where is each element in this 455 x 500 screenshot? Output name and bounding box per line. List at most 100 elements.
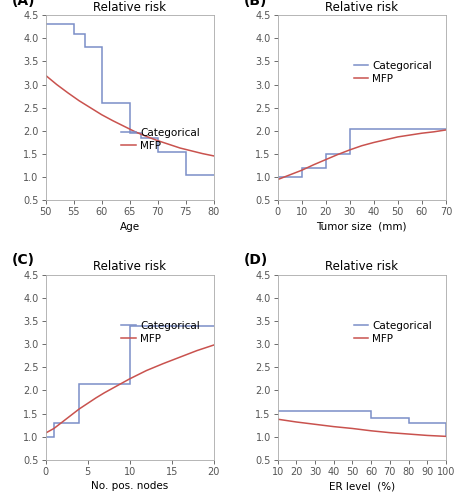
Categorical — [369, 408, 374, 414]
Categorical — [323, 165, 329, 171]
Categorical — [71, 30, 76, 36]
Categorical — [406, 416, 411, 422]
MFP — [144, 134, 149, 140]
Categorical — [43, 434, 48, 440]
Line: MFP: MFP — [278, 130, 446, 180]
Title: Relative risk: Relative risk — [325, 260, 398, 274]
Categorical — [138, 130, 144, 136]
MFP — [132, 129, 138, 135]
MFP — [194, 348, 200, 354]
MFP — [54, 82, 60, 87]
MFP — [425, 432, 430, 438]
Legend: Categorical, MFP: Categorical, MFP — [121, 320, 200, 344]
MFP — [65, 90, 71, 96]
MFP — [406, 431, 411, 437]
MFP — [311, 162, 316, 168]
MFP — [312, 422, 318, 428]
MFP — [395, 134, 400, 140]
Title: Relative risk: Relative risk — [93, 260, 166, 274]
Categorical — [51, 434, 56, 440]
Categorical — [82, 30, 87, 36]
Categorical — [211, 322, 217, 328]
Text: (D): (D) — [244, 253, 268, 267]
Categorical — [51, 420, 56, 426]
MFP — [177, 354, 183, 360]
Categorical — [155, 148, 160, 154]
Title: Relative risk: Relative risk — [93, 1, 166, 14]
Categorical — [138, 135, 144, 141]
Categorical — [127, 100, 132, 106]
MFP — [299, 168, 304, 173]
MFP — [101, 390, 107, 396]
Categorical — [71, 22, 76, 28]
Line: MFP: MFP — [46, 345, 214, 433]
MFP — [161, 360, 166, 366]
Categorical — [82, 44, 87, 51]
Categorical — [127, 380, 132, 386]
MFP — [88, 104, 93, 110]
MFP — [443, 127, 449, 133]
MFP — [211, 342, 217, 348]
MFP — [121, 123, 127, 129]
Categorical — [299, 165, 304, 171]
Line: MFP: MFP — [278, 419, 446, 436]
MFP — [369, 428, 374, 434]
Legend: Categorical, MFP: Categorical, MFP — [354, 61, 432, 84]
Categorical — [443, 420, 449, 426]
MFP — [110, 385, 116, 391]
Categorical — [211, 172, 217, 178]
MFP — [371, 140, 377, 145]
Categorical — [99, 100, 104, 106]
Legend: Categorical, MFP: Categorical, MFP — [354, 320, 432, 344]
MFP — [177, 145, 183, 151]
MFP — [331, 424, 337, 430]
MFP — [335, 152, 340, 158]
Title: Relative risk: Relative risk — [325, 1, 398, 14]
Line: Categorical: Categorical — [46, 326, 214, 437]
MFP — [383, 136, 389, 142]
Categorical — [76, 420, 82, 426]
MFP — [200, 150, 205, 156]
Categorical — [299, 174, 304, 180]
MFP — [51, 426, 56, 432]
Categorical — [443, 126, 449, 132]
MFP — [99, 112, 104, 117]
Categorical — [347, 126, 353, 132]
Text: (B): (B) — [244, 0, 268, 8]
Text: (A): (A) — [12, 0, 35, 8]
Categorical — [183, 172, 188, 178]
MFP — [118, 380, 124, 386]
MFP — [76, 98, 82, 104]
MFP — [323, 156, 329, 162]
Line: Categorical: Categorical — [46, 24, 214, 175]
MFP — [275, 176, 280, 182]
MFP — [76, 406, 82, 412]
MFP — [443, 434, 449, 440]
Categorical — [127, 130, 132, 136]
X-axis label: ER level  (%): ER level (%) — [329, 481, 395, 491]
MFP — [275, 416, 280, 422]
MFP — [431, 129, 437, 135]
MFP — [166, 142, 172, 148]
MFP — [127, 376, 132, 382]
X-axis label: No. pos. nodes: No. pos. nodes — [91, 481, 168, 491]
MFP — [155, 138, 160, 143]
Line: MFP: MFP — [46, 76, 214, 156]
Line: Categorical: Categorical — [278, 412, 446, 436]
X-axis label: Age: Age — [120, 222, 140, 232]
MFP — [350, 426, 355, 432]
Categorical — [99, 44, 104, 51]
MFP — [43, 72, 48, 78]
MFP — [93, 395, 99, 401]
Categorical — [275, 174, 280, 180]
Line: Categorical: Categorical — [278, 128, 446, 177]
MFP — [419, 130, 425, 136]
MFP — [347, 147, 353, 153]
MFP — [68, 412, 73, 418]
Categorical — [127, 322, 132, 328]
Categorical — [347, 151, 353, 157]
Categorical — [183, 148, 188, 154]
MFP — [85, 400, 90, 406]
MFP — [407, 132, 413, 138]
MFP — [188, 148, 194, 154]
